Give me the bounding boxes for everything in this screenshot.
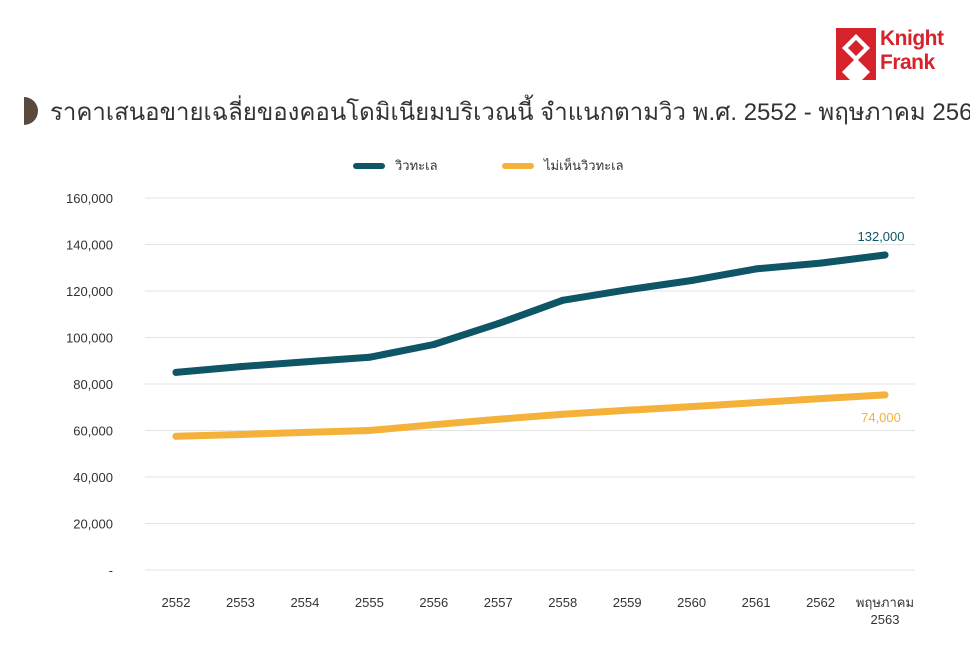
x-tick-label-line: 2559 [613,595,642,610]
logo-text-line2: Frank [880,51,935,74]
series-point [559,296,567,304]
legend-label-sea-view: วิวทะเล [395,158,438,173]
half-circle-icon [24,97,38,125]
series-point [301,358,309,366]
x-axis: 2552 2553 2554 2555 2556 2557 2558 2559 2560 2561… [162,595,915,627]
series-point [236,363,244,371]
series-point [236,430,244,438]
y-axis: - 20,000 40,000 60,000 80,000 100,000 120,000 1… [66,191,113,578]
x-tick-label-line: 2554 [290,595,319,610]
x-tick-label: พฤษภาคม 2563 [856,595,914,627]
chart-series [172,251,889,440]
series-point [172,368,180,376]
legend-swatch-no-sea-view [502,162,534,169]
series-point [623,286,631,294]
legend-swatch-sea-view [353,162,385,169]
x-tick-label: 2562 [806,595,835,610]
legend-item-no-sea-view: ไม่เห็นวิวทะเล [502,155,624,176]
x-tick-label-line: 2560 [677,595,706,610]
series-end-label: 74,000 [861,410,901,425]
series-point [752,399,760,407]
x-tick-label-line: 2557 [484,595,513,610]
x-tick-label: 2561 [742,595,771,610]
series-point [494,320,502,328]
series-point [688,403,696,411]
series-line-sea-view [172,251,889,376]
logo-text-line1: Knight [880,27,944,50]
x-tick-label-line: 2553 [226,595,255,610]
y-tick-label: 60,000 [73,424,113,439]
series-point [881,251,889,259]
knight-frank-logo: Knight Frank [836,27,952,86]
series-end-label: 132,000 [858,229,905,244]
series-point [817,259,825,267]
x-tick-label: 2560 [677,595,706,610]
legend-label-no-sea-view: ไม่เห็นวิวทะเล [544,158,624,173]
series-point [172,432,180,440]
x-tick-label-line: 2556 [419,595,448,610]
x-tick-label: 2559 [613,595,642,610]
page-title: ราคาเสนอขายเฉลี่ยของคอนโดมิเนียมบริเวณนี… [50,98,970,126]
x-tick-label: 2556 [419,595,448,610]
x-tick-label-line: 2561 [742,595,771,610]
x-tick-label-line: 2552 [162,595,191,610]
series-point [365,353,373,361]
logo-mark-icon [836,28,876,86]
legend-item-sea-view: วิวทะเล [353,155,438,176]
y-tick-label: 120,000 [66,284,113,299]
x-tick-label: 2557 [484,595,513,610]
chart-grid [145,197,915,571]
series-point [301,428,309,436]
x-tick-label: 2555 [355,595,384,610]
y-tick-label: 40,000 [73,470,113,485]
x-tick-label: 2554 [290,595,319,610]
y-tick-label: - [109,563,113,578]
x-tick-label-line: 2563 [871,612,900,627]
series-point [559,410,567,418]
y-tick-label: 80,000 [73,377,113,392]
logo-text: Knight Frank [880,27,944,75]
series-point [688,277,696,285]
series-point [817,395,825,403]
x-tick-label-line: พฤษภาคม [856,595,914,610]
y-tick-label: 140,000 [66,238,113,253]
chart-legend: วิวทะเล ไม่เห็นวิวทะเล [0,155,970,175]
series-point [623,406,631,414]
series-point [752,265,760,273]
x-tick-label-line: 2562 [806,595,835,610]
series-point [430,340,438,348]
series-line-no-sea-view [172,391,889,440]
x-tick-label: 2558 [548,595,577,610]
x-tick-label-line: 2558 [548,595,577,610]
x-tick-label-line: 2555 [355,595,384,610]
series-point [881,391,889,399]
series-point [365,427,373,434]
x-tick-label: 2553 [226,595,255,610]
y-tick-label: 160,000 [66,191,113,206]
x-tick-label: 2552 [162,595,191,610]
title-row: ราคาเสนอขายเฉลี่ยของคอนโดมิเนียมบริเวณนี… [22,94,970,128]
y-tick-label: 100,000 [66,331,113,346]
y-tick-label: 20,000 [73,517,113,532]
series-point [494,415,502,423]
series-point [430,421,438,429]
end-labels: 132,000 74,000 [858,229,905,425]
